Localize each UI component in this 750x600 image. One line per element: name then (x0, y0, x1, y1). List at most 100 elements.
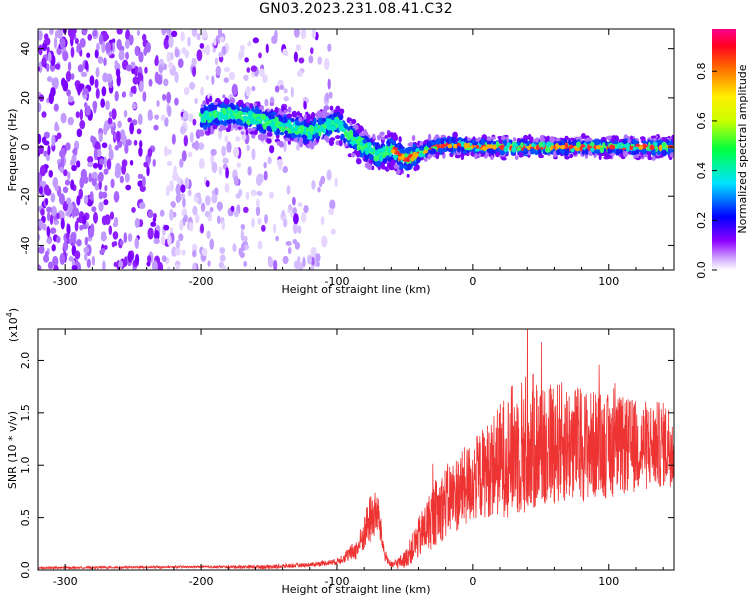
spectral-band-cell (283, 109, 288, 114)
spectral-speckle (215, 65, 222, 76)
spectral-band-cell (242, 115, 248, 120)
spectral-speckle (247, 166, 252, 176)
spectral-speckle (315, 253, 321, 262)
spectral-speckle (285, 240, 292, 247)
spectral-speckle (89, 191, 94, 201)
spectral-speckle (132, 76, 139, 85)
spectral-band-cell (657, 140, 664, 144)
spectral-band-cell (481, 146, 488, 151)
spectral-speckle (166, 29, 172, 35)
spectral-speckle (46, 63, 50, 72)
spectral-band-cell (350, 152, 356, 158)
spectral-band-cell (424, 157, 428, 162)
spectral-band-cell (322, 128, 327, 134)
spectral-band-cell (362, 138, 368, 144)
spectral-speckle (180, 184, 186, 193)
spectral-speckle (202, 48, 206, 54)
spectral-speckle (92, 30, 98, 37)
spectral-speckle (323, 58, 330, 70)
spectral-speckle (167, 105, 172, 117)
spectral-speckle (38, 30, 43, 41)
spectral-band-cell (253, 102, 257, 107)
spectral-speckle (199, 43, 205, 49)
spectral-speckle (136, 128, 142, 135)
spectral-band-cell (486, 148, 493, 154)
spectral-speckle (297, 202, 303, 208)
spectral-speckle (196, 49, 203, 62)
spectral-band-cell (367, 141, 372, 148)
spectral-band-cell (396, 152, 402, 157)
spectral-band-cell (390, 159, 396, 167)
spectral-speckle (100, 98, 105, 108)
spectral-speckle (129, 122, 135, 135)
spectral-speckle (184, 177, 190, 189)
spectral-speckle (52, 177, 59, 188)
spectral-band-cell (269, 102, 275, 107)
page-title: GN03.2023.231.08.41.C32 (259, 1, 453, 17)
spectral-band-cell (516, 147, 522, 151)
spectral-band-cell (402, 165, 408, 170)
spectral-band-cell (398, 163, 404, 170)
spectral-speckle (111, 241, 116, 248)
spectral-band-cell (206, 98, 210, 105)
spectral-band-cell (520, 142, 524, 148)
spectral-band-cell (619, 152, 625, 157)
spectral-speckle (171, 30, 178, 38)
spectral-speckle (58, 193, 65, 205)
spectral-speckle (275, 235, 280, 242)
spectral-band-cell (336, 129, 340, 133)
spectral-speckle (137, 173, 144, 179)
snr-panel: -300 -200 -100 0 100 0.0 0.5 1.0 1.5 2.0 Height … (5, 308, 675, 596)
spectral-band-cell (229, 97, 236, 104)
spectral-speckle (139, 80, 144, 93)
spectral-speckle (128, 34, 134, 45)
spectral-speckle (40, 208, 45, 216)
snr-line (38, 329, 674, 570)
spectral-band-cell (598, 154, 602, 161)
spectral-speckle (139, 140, 143, 149)
spectral-band-cell (240, 131, 245, 135)
spectral-speckle (251, 148, 256, 161)
spectral-band-cell (347, 117, 352, 122)
spectral-band-cell (397, 156, 403, 160)
snr-y-tick-label: 1.0 (19, 456, 32, 474)
spectral-band-cell (588, 151, 593, 156)
spectral-band-cell (649, 144, 655, 151)
spectral-speckle (116, 74, 121, 87)
spectral-band-cell (435, 151, 441, 156)
spectral-band-cell (376, 148, 383, 153)
spectral-speckle (166, 185, 171, 194)
spectral-speckle (257, 217, 262, 225)
spectral-band-cell (596, 150, 601, 154)
spectral-band-cell (206, 121, 211, 128)
spectral-speckle (79, 38, 86, 48)
spectral-band-cell (200, 116, 205, 124)
spectral-band-cell (642, 140, 648, 145)
spectral-speckle (54, 124, 60, 132)
spectral-speckle (100, 191, 108, 199)
spectral-speckle (240, 49, 245, 58)
spectral-speckle (46, 211, 51, 222)
spectral-speckle (147, 114, 153, 121)
spectral-speckle (243, 206, 249, 213)
spectral-band-cell (558, 141, 563, 146)
spectral-band-cell (625, 142, 630, 149)
spectral-speckle (50, 227, 57, 234)
spectral-band-cell (323, 105, 330, 111)
spectral-speckle (247, 41, 252, 47)
spectral-band-cell (285, 136, 289, 141)
spectral-band-cell (456, 145, 461, 153)
spectral-speckle (210, 153, 215, 166)
spectral-speckle (303, 205, 309, 214)
spectral-band-cell (460, 154, 465, 161)
spectral-speckle (143, 47, 148, 56)
spectral-band-cell (291, 110, 298, 118)
spectral-speckle (196, 192, 201, 199)
spectral-band-cell (466, 142, 470, 149)
spectral-speckle (301, 211, 307, 223)
spectral-speckle (174, 97, 179, 106)
spectral-speckle (258, 52, 262, 59)
spectral-speckle (260, 224, 266, 232)
spectral-speckle (119, 129, 126, 141)
spectral-band-cell (559, 149, 565, 153)
